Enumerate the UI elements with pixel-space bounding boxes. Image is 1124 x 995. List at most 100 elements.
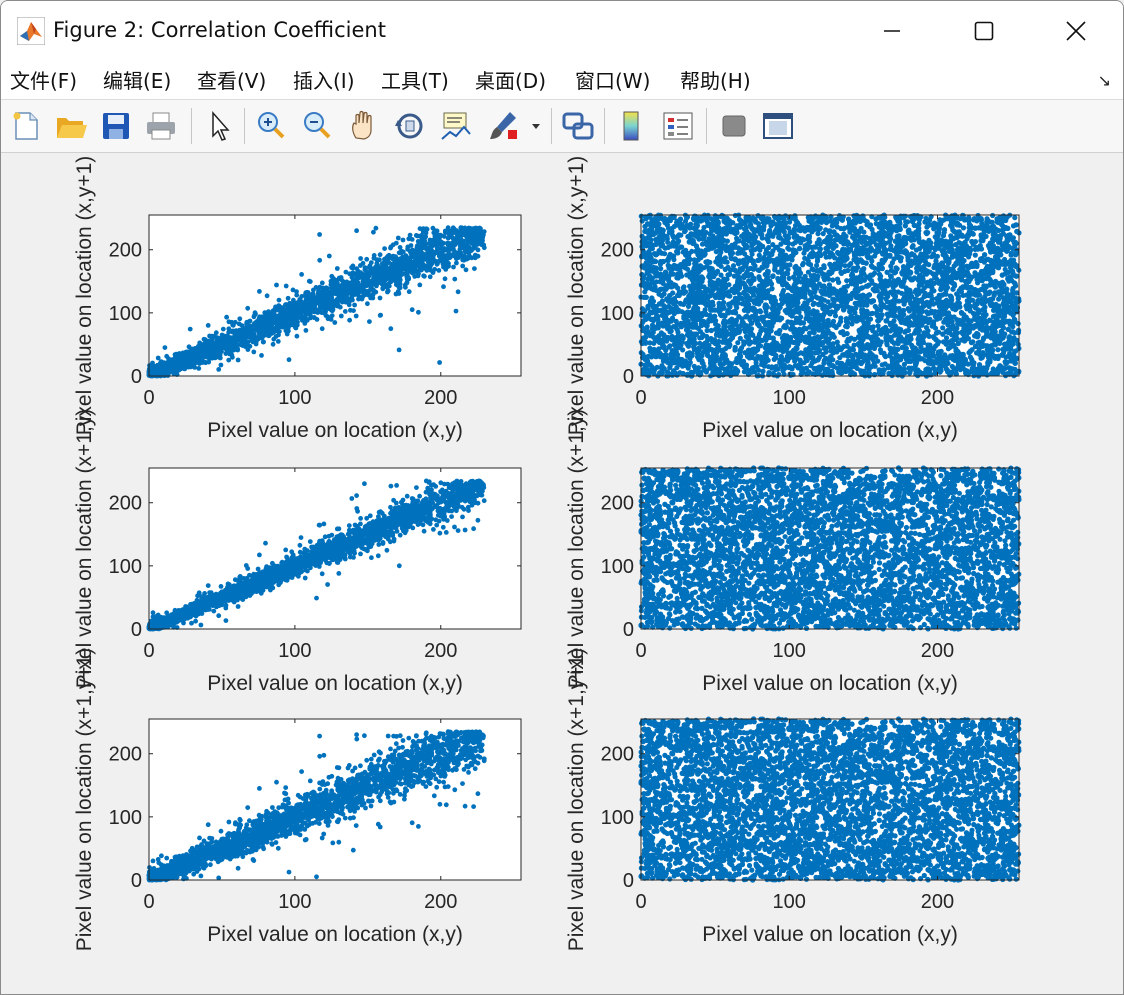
new-figure-icon[interactable] (8, 108, 44, 144)
scatter-point (259, 353, 264, 358)
scatter-point (337, 304, 343, 310)
scatter-point (377, 295, 383, 301)
scatter-point (377, 313, 383, 318)
hide-plot-tools-icon[interactable] (716, 108, 752, 144)
title-bar[interactable]: Figure 2: Correlation Coefficient (1, 1, 1123, 61)
scatter-point (413, 233, 419, 238)
scatter-point (313, 298, 319, 303)
scatter-point (875, 323, 881, 329)
open-file-icon[interactable] (53, 108, 89, 144)
scatter-point (311, 287, 316, 293)
show-plot-tools-icon[interactable] (760, 108, 796, 144)
scatter-point (172, 361, 178, 367)
scatter-point (419, 237, 425, 243)
close-button[interactable] (1030, 1, 1122, 61)
scatter-point (193, 346, 198, 352)
rotate-3d-icon[interactable] (392, 108, 428, 144)
link-plot-icon[interactable] (560, 108, 596, 144)
scatter-point (174, 369, 180, 375)
menu-file[interactable]: 文件(F) (10, 65, 77, 94)
brush-icon[interactable] (486, 108, 522, 144)
menu-window[interactable]: 窗口(W) (575, 65, 650, 94)
scatter-point (353, 313, 359, 319)
scatter-point (441, 284, 446, 290)
maximize-button[interactable] (938, 1, 1030, 61)
close-icon (1066, 21, 1086, 41)
menu-tools[interactable]: 工具(T) (381, 65, 449, 94)
scatter-point (417, 266, 423, 271)
scatter-point (328, 297, 333, 303)
scatter-point (441, 255, 446, 261)
minimize-icon (884, 30, 900, 32)
minimize-button[interactable] (846, 1, 938, 61)
edit-plot-arrow-icon[interactable] (202, 108, 238, 144)
scatter-point (323, 313, 329, 318)
scatter-point (460, 263, 466, 269)
scatter-point (393, 240, 399, 246)
scatter-point (452, 230, 457, 236)
scatter-point (354, 274, 360, 280)
print-icon[interactable] (143, 108, 179, 144)
scatter-point (265, 327, 271, 333)
scatter-point (283, 283, 289, 289)
toolbar-separator (604, 108, 605, 144)
scatter-point (423, 226, 429, 232)
scatter-point (155, 355, 161, 361)
scatter-point (332, 320, 338, 325)
scatter-point (408, 243, 414, 248)
scatter-point (447, 247, 453, 252)
figure-canvas[interactable]: 0 100 200 0 100 200 Pixel value on location (x… (1, 153, 1123, 994)
scatter-point (466, 230, 472, 236)
scatter-point (464, 256, 470, 262)
scatter-point (388, 326, 394, 332)
scatter-point (329, 273, 335, 279)
scatter-point (201, 336, 207, 342)
zoom-in-icon[interactable] (253, 108, 289, 144)
scatter-point (324, 300, 329, 306)
scatter-point (200, 355, 205, 361)
scatter-point (377, 252, 383, 258)
scatter-point (216, 347, 222, 352)
scatter-point (365, 301, 370, 307)
scatter-point (257, 289, 262, 294)
scatter-point (465, 234, 471, 240)
scatter-point (412, 274, 418, 279)
scatter-point (452, 276, 458, 282)
scatter-points (146, 225, 487, 379)
scatter-point (226, 329, 232, 335)
brush-dropdown-icon[interactable] (529, 108, 543, 144)
scatter-point (317, 232, 322, 237)
menu-insert[interactable]: 插入(I) (293, 65, 355, 94)
colorbar-icon[interactable] (614, 108, 650, 144)
scatter-point (236, 333, 242, 339)
scatter-point (348, 295, 354, 301)
scatter-point (380, 285, 386, 291)
scatter-point (352, 286, 358, 292)
menu-desktop[interactable]: 桌面(D) (475, 65, 546, 94)
scatter-point (379, 261, 385, 267)
scatter-point (251, 314, 257, 320)
scatter-point (367, 263, 373, 269)
data-cursor-icon[interactable] (438, 108, 474, 144)
scatter-point (334, 266, 340, 271)
scatter-point (436, 258, 441, 264)
scatter-point (302, 315, 308, 320)
scatter-point (454, 235, 459, 240)
scatter-point (179, 353, 185, 359)
scatter-point (205, 323, 211, 328)
pan-hand-icon[interactable] (346, 108, 382, 144)
zoom-out-icon[interactable] (299, 108, 335, 144)
menu-help[interactable]: 帮助(H) (680, 65, 751, 94)
save-icon[interactable] (98, 108, 134, 144)
scatter-point (316, 290, 321, 296)
menu-edit[interactable]: 编辑(E) (103, 65, 171, 94)
scatter-point (152, 364, 158, 370)
dock-arrow-icon[interactable]: ↘ (1098, 71, 1111, 90)
scatter-point (400, 237, 406, 243)
legend-icon[interactable] (660, 108, 696, 144)
scatter-point (218, 362, 224, 368)
scatter-point (351, 308, 356, 313)
menu-view[interactable]: 查看(V) (197, 65, 266, 94)
